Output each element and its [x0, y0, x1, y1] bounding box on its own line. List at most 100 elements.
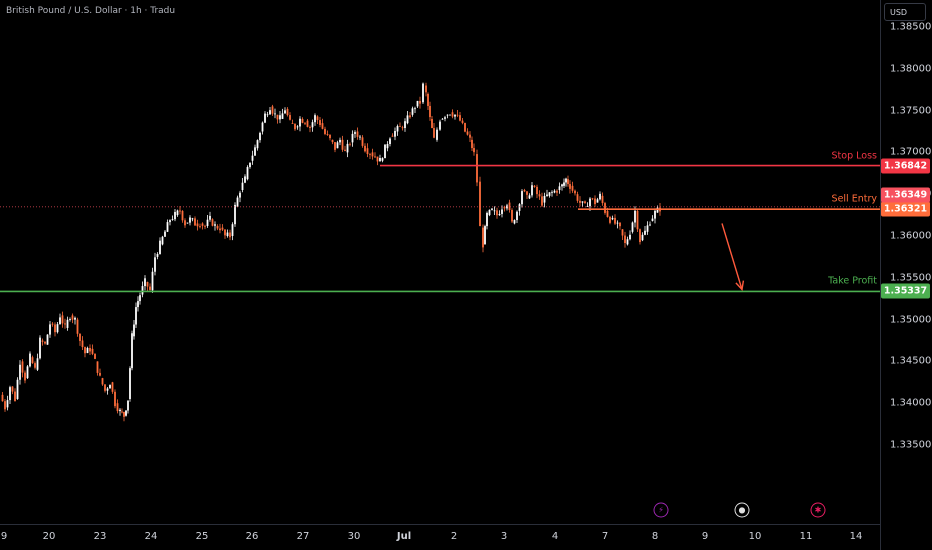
candle-body [41, 340, 44, 342]
candle-body [209, 215, 211, 220]
time-tick-label: 3 [500, 531, 508, 542]
currency-button[interactable]: USD [884, 3, 926, 21]
candle-body [511, 209, 513, 222]
level-label-stop-loss: Stop Loss [831, 150, 877, 162]
candle-body [479, 181, 481, 227]
candle-body [166, 222, 169, 232]
candle-body [36, 358, 39, 370]
candle-body [61, 315, 64, 324]
candle-body [391, 135, 394, 137]
candle-body [526, 191, 528, 195]
candle-body [137, 301, 139, 308]
candle-body [551, 191, 553, 193]
level-label-take-profit: Take Profit [828, 275, 877, 287]
candle-body [401, 127, 404, 129]
candle-body [651, 218, 654, 221]
price-tick-label: 1.38000 [890, 63, 932, 75]
candle-body [459, 115, 461, 121]
candle-body [119, 409, 121, 412]
candle-body [503, 206, 506, 209]
time-tick-label: 10 [748, 531, 762, 542]
candle-body [469, 134, 471, 138]
candle-body [366, 148, 369, 155]
candle-body [224, 229, 226, 236]
candle-body [389, 138, 391, 145]
candle-body [606, 210, 609, 217]
candle-body [471, 139, 473, 149]
candle-body [314, 115, 316, 123]
candle-body [518, 204, 521, 211]
candle-body [149, 286, 151, 290]
candle-body [427, 93, 429, 106]
candle-body [174, 212, 176, 220]
candle-body [354, 132, 356, 134]
candle-body [56, 324, 59, 333]
time-tick-label: 11 [799, 531, 813, 542]
time-tick-label: 20 [42, 531, 56, 542]
candle-body [294, 123, 296, 130]
candle-body [496, 210, 498, 216]
candle-body [409, 115, 411, 118]
candle-body [201, 223, 204, 226]
candle-body [9, 387, 11, 401]
candle-body [229, 232, 231, 238]
candle-body [641, 234, 644, 241]
candle-body [264, 113, 266, 123]
candle-body [6, 400, 9, 408]
candle-body [631, 222, 634, 232]
candle-body [394, 131, 396, 137]
candle-body [101, 378, 104, 385]
candle-body [422, 83, 424, 103]
candle-body [127, 400, 129, 411]
candle-body [454, 114, 456, 117]
uk-flag-event-icon[interactable]: ✱ [810, 502, 826, 518]
candle-body [106, 388, 109, 391]
candle-body [199, 226, 201, 228]
price-tick-label: 1.35000 [890, 314, 932, 326]
us-flag-event-icon[interactable]: ● [734, 502, 750, 518]
candle-body [79, 333, 81, 341]
candle-body [266, 114, 269, 116]
candle-body [196, 223, 199, 227]
candle-body [94, 353, 96, 359]
candle-body [321, 123, 324, 129]
level-label-sell-entry: Sell Entry [831, 193, 877, 205]
candle-body [171, 219, 174, 221]
time-tick-label: 24 [144, 531, 158, 542]
candle-body [556, 190, 558, 193]
time-tick-label: 9 [701, 531, 709, 542]
time-tick-label: 8 [651, 531, 659, 542]
candle-body [649, 224, 651, 226]
candle-body [561, 184, 563, 187]
candle-body [244, 176, 246, 183]
candle-body [24, 372, 26, 381]
candle-body [133, 324, 135, 337]
candle-body [66, 319, 69, 328]
projection-arrow-shaft [721, 223, 743, 290]
candle-body [349, 143, 351, 145]
candle-body [296, 126, 299, 128]
lightning-event-icon[interactable]: ⚡ [653, 502, 669, 518]
candle-body [121, 411, 123, 413]
candle-body [151, 271, 154, 291]
candle-body [589, 198, 591, 207]
price-tick-label: 1.35500 [890, 272, 932, 284]
candle-body [339, 139, 341, 143]
candle-body [176, 210, 179, 216]
candle-body [359, 136, 361, 138]
candle-body [406, 115, 409, 124]
candle-body [306, 120, 309, 127]
candle-body [569, 184, 571, 189]
candle-body [179, 210, 181, 212]
candle-body [599, 193, 601, 200]
candle-body [194, 218, 196, 226]
candle-body [139, 295, 141, 302]
candle-body [319, 120, 321, 125]
time-tick-label: 26 [245, 531, 259, 542]
candle-body [596, 199, 599, 203]
candle-body [189, 217, 191, 223]
candle-body [419, 100, 421, 104]
candles [1, 82, 661, 422]
candle-body [271, 106, 274, 114]
